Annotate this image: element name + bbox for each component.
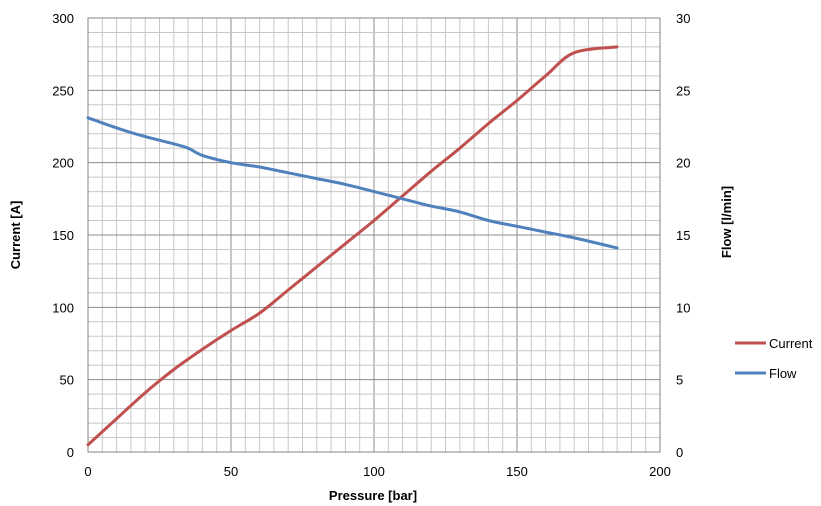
x-axis-title: Pressure [bar]: [329, 488, 417, 503]
y-right-tick-label: 5: [676, 373, 683, 388]
legend-label-current: Current: [769, 336, 813, 351]
y-left-tick-label: 300: [52, 11, 74, 26]
y-right-tick-label: 10: [676, 300, 690, 315]
x-tick-label: 150: [506, 464, 528, 479]
series-line-current: [86, 45, 619, 447]
series-layer: [86, 45, 619, 447]
y-left-tick-label: 0: [67, 445, 74, 460]
y-right-tick-label: 25: [676, 83, 690, 98]
y-left-tick-labels: 0 50 100 150 200 250 300: [52, 11, 74, 460]
y-left-axis-title: Current [A]: [8, 201, 23, 270]
y-right-tick-label: 30: [676, 11, 690, 26]
legend: Current Flow: [735, 336, 813, 381]
y-right-axis-title: Flow [l/min]: [719, 186, 734, 258]
series-line-flow: [86, 116, 619, 250]
grid: [87, 17, 661, 453]
y-right-tick-label: 0: [676, 445, 683, 460]
y-right-tick-label: 20: [676, 156, 690, 171]
y-right-tick-label: 15: [676, 228, 690, 243]
x-tick-label: 0: [84, 464, 91, 479]
y-left-tick-label: 100: [52, 300, 74, 315]
x-tick-label: 200: [649, 464, 671, 479]
plot-area-border: [87, 17, 661, 453]
plot-frame: [87, 17, 661, 453]
y-right-tick-labels: 0 5 10 15 20 25 30: [676, 11, 690, 460]
x-tick-labels: 0 50 100 150 200: [84, 464, 670, 479]
x-tick-label: 50: [224, 464, 238, 479]
x-tick-label: 100: [363, 464, 385, 479]
y-left-tick-label: 150: [52, 228, 74, 243]
y-left-tick-label: 200: [52, 156, 74, 171]
y-left-tick-label: 50: [60, 373, 74, 388]
y-left-tick-label: 250: [52, 83, 74, 98]
legend-label-flow: Flow: [769, 366, 797, 381]
